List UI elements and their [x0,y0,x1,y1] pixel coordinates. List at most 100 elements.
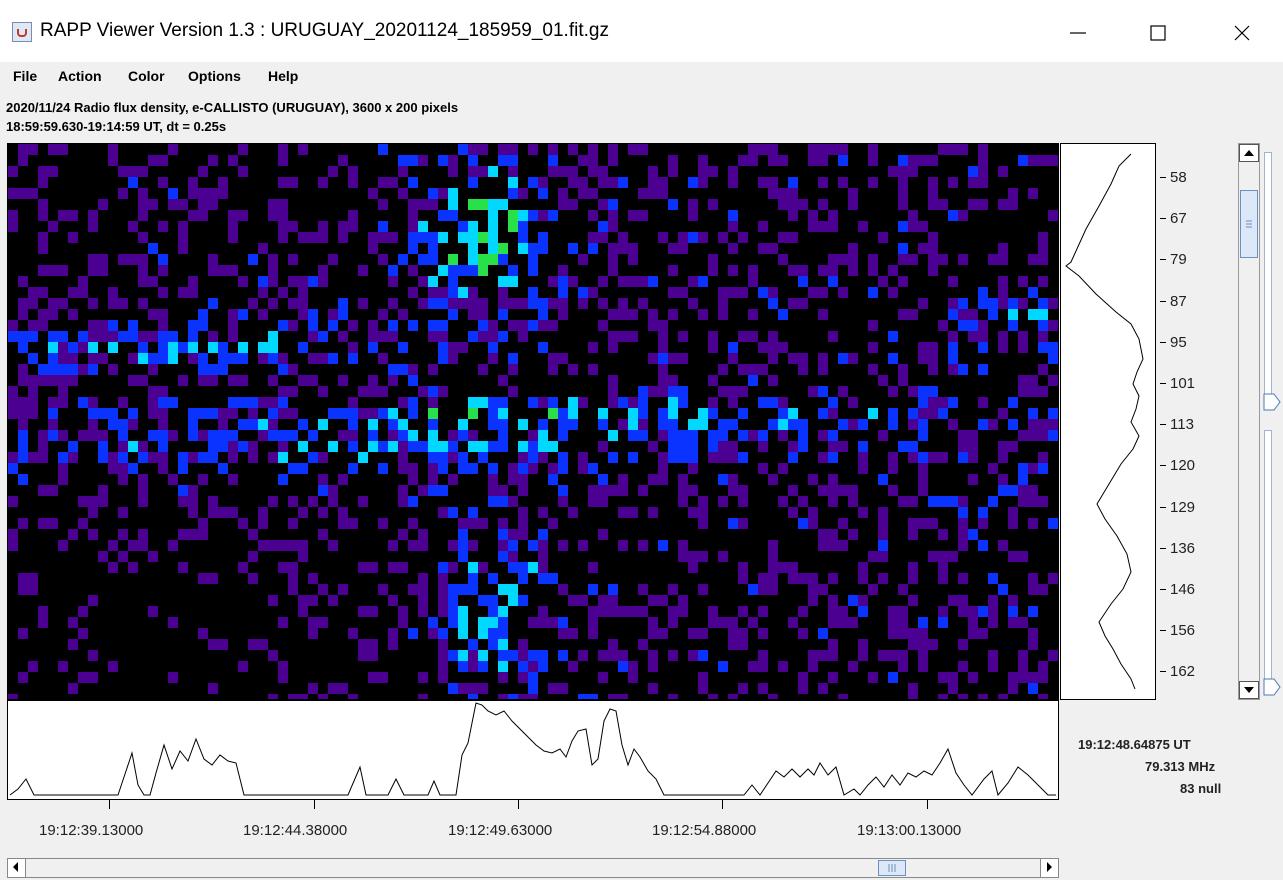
spectrogram-pixel [1008,507,1018,518]
slider-max-handle[interactable] [1262,392,1282,412]
spectrogram-pixel [498,298,508,309]
menu-color[interactable]: Color [128,68,165,84]
spectrogram-pixel [118,430,128,441]
spectrogram-pixel [198,573,208,584]
menu-action[interactable]: Action [58,68,102,84]
spectrogram-pixel [458,232,468,243]
spectrogram-pixel [638,386,648,397]
menu-help[interactable]: Help [268,68,299,84]
scroll-down-button[interactable] [1239,681,1259,699]
cursor-time: 19:12:48.64875 UT [1078,737,1191,752]
spectrogram-pixel [998,441,1008,452]
minimize-button[interactable] [1055,10,1101,56]
spectrogram-pixel [1048,518,1058,529]
spectrogram-pixel [1018,617,1028,628]
spectrogram-pixel [1008,606,1018,617]
spectrogram-pixel [218,463,228,474]
spectrogram-pixel [138,265,148,276]
spectrogram-pixel [718,364,728,375]
freq-label: 156 [1170,622,1196,639]
spectrogram-pixel [48,144,58,155]
spectrogram-pixel [908,210,918,221]
spectrogram-pixel [908,452,918,463]
spectrogram-canvas[interactable] [7,143,1059,700]
spectrogram-pixel [408,364,418,375]
spectrogram-pixel [448,507,458,518]
spectrogram-pixel [508,298,518,309]
vertical-scrollbar[interactable] [1238,143,1260,700]
spectrogram-pixel [1038,452,1048,463]
spectrogram-pixel [1038,155,1048,166]
spectrogram-pixel [648,595,658,606]
spectrogram-pixel [1028,518,1038,529]
spectrogram-pixel [348,628,358,639]
spectrogram-pixel [388,419,398,430]
spectrogram-pixel [608,221,618,232]
scroll-right-button[interactable] [1040,859,1058,877]
spectrogram-pixel [828,265,838,276]
spectrogram-pixel [748,144,758,155]
spectrogram-pixel [458,287,468,298]
spectrogram-pixel [268,595,278,606]
scroll-left-button[interactable] [8,859,26,877]
close-button[interactable] [1219,10,1265,56]
spectrogram-pixel [598,606,608,617]
spectrogram-pixel [508,276,518,287]
spectrogram-pixel [808,287,818,298]
spectrogram-pixel [468,639,478,650]
maximize-button[interactable] [1135,10,1181,56]
freq-label: 146 [1170,581,1196,598]
spectrogram-pixel [758,628,768,639]
spectrogram-pixel [588,364,598,375]
spectrogram-pixel [998,254,1008,265]
spectrogram-pixel [898,496,908,507]
intensity-slider-max-track[interactable] [1264,152,1272,396]
menu-file[interactable]: File [13,68,38,84]
spectrogram-pixel [358,386,368,397]
spectrogram-pixel [538,298,548,309]
spectrogram-pixel [168,188,178,199]
spectrogram-pixel [478,199,488,210]
spectrogram-pixel [988,606,998,617]
spectrogram-pixel [608,639,618,650]
spectrogram-pixel [828,221,838,232]
spectrogram-pixel [108,155,118,166]
spectrogram-pixel [48,408,58,419]
spectrogram-pixel [918,518,928,529]
spectrogram-pixel [328,166,338,177]
spectrogram-pixel [488,232,498,243]
horizontal-scroll-thumb[interactable] [878,860,906,876]
spectrogram-pixel [768,243,778,254]
spectrogram-pixel [298,606,308,617]
time-label: 19:13:00.13000 [857,822,962,839]
spectrogram-pixel [748,276,758,287]
scroll-up-button[interactable] [1239,144,1259,162]
spectrogram-pixel [908,595,918,606]
spectrogram-pixel [18,452,28,463]
spectrogram-pixel [518,562,528,573]
spectrogram-pixel [88,507,98,518]
spectrogram-pixel [18,518,28,529]
spectrogram-pixel [578,254,588,265]
spectrogram-pixel [278,672,288,683]
spectrogram-pixel [498,276,508,287]
spectrogram-pixel [468,232,478,243]
slider-min-handle[interactable] [1262,677,1282,697]
spectrogram-pixel [728,694,738,699]
spectrogram-pixel [378,584,388,595]
spectrogram-pixel [428,386,438,397]
spectrogram-pixel [448,210,458,221]
spectrogram-pixel [198,474,208,485]
vertical-scroll-thumb[interactable] [1240,190,1258,258]
spectrogram-pixel [8,331,18,342]
spectrogram-pixel [108,661,118,672]
spectrogram-pixel [968,430,978,441]
spectrogram-pixel [558,452,568,463]
menu-options[interactable]: Options [188,68,241,84]
intensity-slider-min-track[interactable] [1264,430,1272,680]
spectrogram-pixel [738,331,748,342]
spectrogram-pixel [348,177,358,188]
spectrogram-pixel [858,452,868,463]
spectrogram-pixel [488,243,498,254]
spectrogram-pixel [48,298,58,309]
